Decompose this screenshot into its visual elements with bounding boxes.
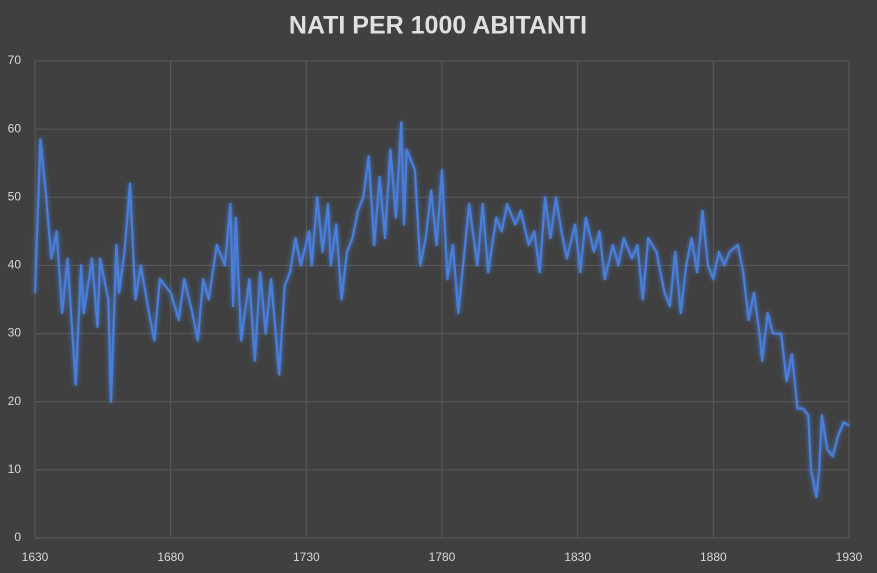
x-tick-label: 1880 [700,550,727,564]
y-tick-label: 60 [8,121,22,135]
y-tick-label: 50 [8,189,22,203]
data-line [33,121,850,499]
x-tick-label: 1730 [293,550,320,564]
x-tick-label: 1780 [429,550,456,564]
y-tick-label: 70 [8,53,22,67]
y-tick-label: 20 [8,394,22,408]
y-tick-label: 40 [8,258,22,272]
x-tick-label: 1930 [836,550,863,564]
y-tick-label: 30 [8,326,22,340]
y-tick-label: 10 [8,462,22,476]
x-tick-label: 1830 [564,550,591,564]
chart-title: NATI PER 1000 ABITANTI [289,12,587,40]
y-tick-label: 0 [14,530,21,544]
x-tick-label: 1630 [22,550,49,564]
x-tick-label: 1680 [157,550,184,564]
